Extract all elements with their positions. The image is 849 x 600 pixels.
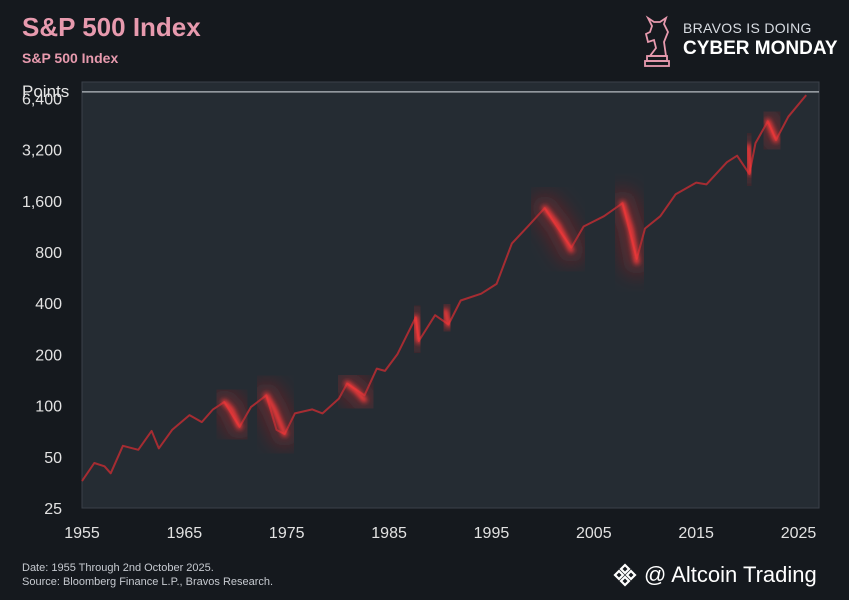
y-tick-label: 1,600 [22, 194, 62, 211]
highlight-segment-2 [263, 392, 288, 437]
y-axis-label: Points [22, 82, 70, 101]
promo-line-1: BRAVOS IS DOING [683, 20, 812, 36]
y-tick-label: 200 [35, 347, 62, 364]
y-tick-label: 25 [44, 501, 62, 518]
x-tick-label: 1975 [269, 525, 305, 542]
highlight-segment-4 [413, 314, 422, 344]
y-tick-label: 100 [35, 399, 62, 416]
x-tick-label: 1985 [371, 525, 407, 542]
footer-notes: Date: 1955 Through 2nd October 2025. Sou… [22, 561, 273, 589]
highlight-segment-3 [344, 381, 367, 403]
y-tick-label: 3,200 [22, 143, 62, 160]
watermark: @ Altcoin Trading [612, 562, 817, 588]
highlight-segment-1 [221, 399, 243, 430]
highlight-segment-7 [620, 200, 640, 265]
x-tick-label: 2025 [781, 525, 817, 542]
highlight-segment-5 [442, 308, 451, 327]
chart-title: S&P 500 Index [22, 12, 201, 42]
x-tick-label: 1995 [474, 525, 510, 542]
binance-logo-icon [613, 563, 637, 587]
watermark-text: @ Altcoin Trading [644, 562, 817, 587]
x-tick-label: 1965 [167, 525, 203, 542]
plot-area [81, 81, 820, 509]
highlight-segment-6 [542, 205, 574, 253]
x-tick-label: 2005 [576, 525, 612, 542]
highlight-segments [221, 118, 779, 437]
y-tick-label: 800 [35, 245, 62, 262]
y-tick-label: 400 [35, 296, 62, 313]
x-tick-label: 1955 [64, 525, 100, 542]
footer-date: Date: 1955 Through 2nd October 2025. [22, 562, 214, 574]
x-tick-labels: 1955 1965 1975 1985 1995 2005 2015 2025 [64, 525, 816, 542]
x-tick-label: 2015 [678, 525, 714, 542]
highlight-segment-9 [765, 118, 779, 143]
highlight-segment-8 [745, 143, 753, 175]
bull-knight-icon [644, 15, 670, 67]
footer-source: Source: Bloomberg Finance L.P., Bravos R… [22, 576, 274, 588]
y-tick-label: 50 [44, 450, 62, 467]
y-tick-label: 6,400 [22, 91, 62, 108]
promo-line-2: CYBER MONDAY [683, 38, 838, 59]
chart-subtitle: S&P 500 Index [22, 50, 119, 66]
y-tick-labels: 25 50 100 200 400 800 1,600 3,200 6,400 [22, 91, 62, 518]
